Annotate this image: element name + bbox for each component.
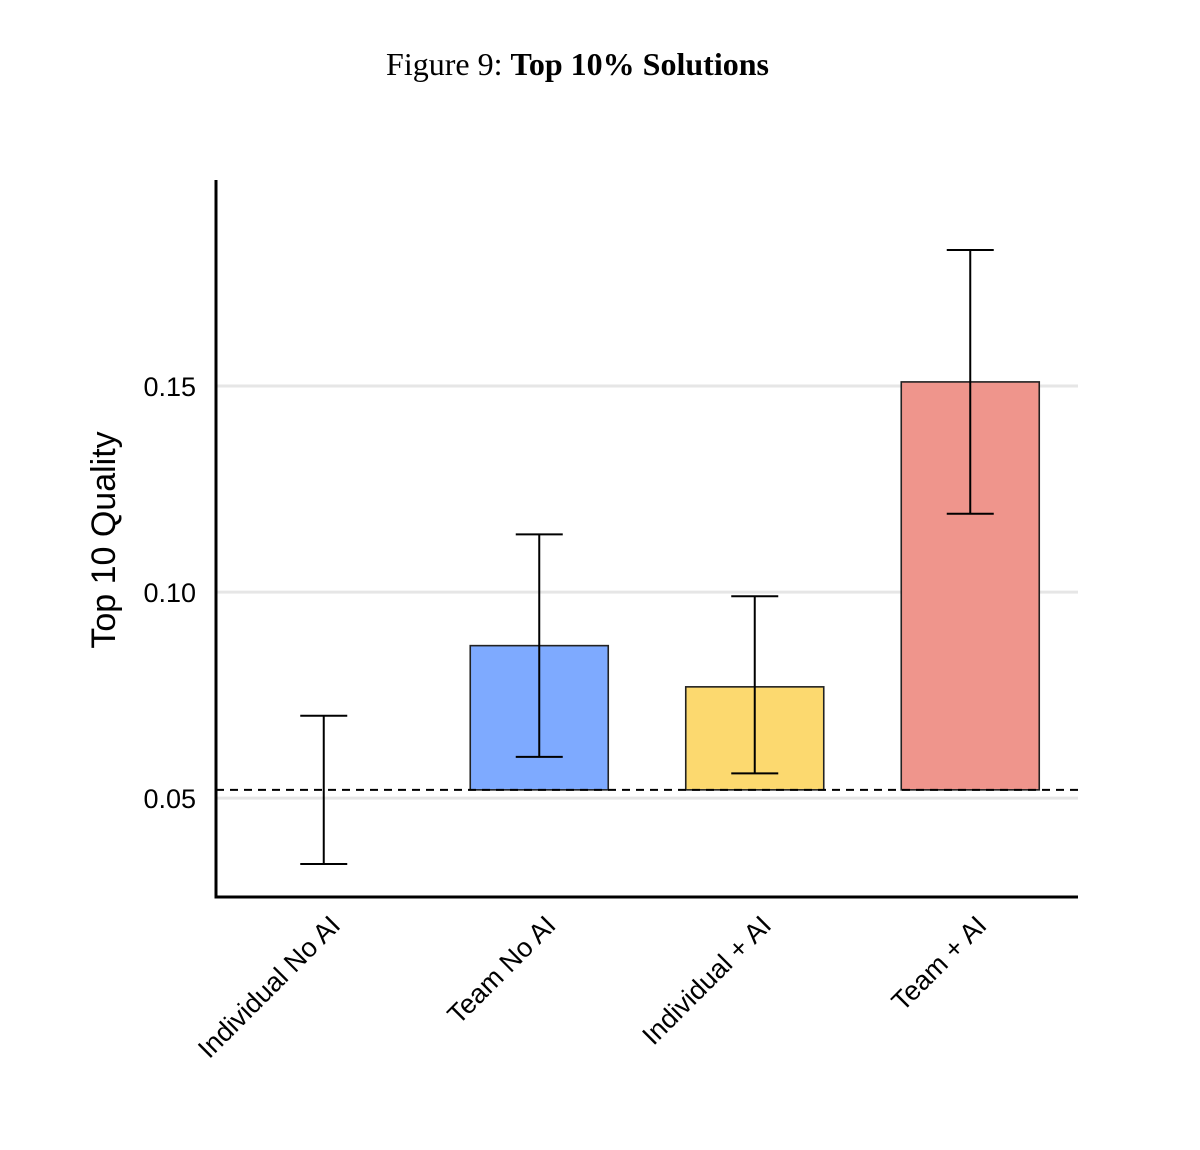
- figure-number: Figure 9:: [386, 46, 503, 82]
- y-tick-label: 0.05: [143, 784, 196, 814]
- error-bars: [300, 249, 994, 866]
- x-category-label: Team No AI: [442, 910, 562, 1030]
- axes: [214, 180, 1078, 899]
- x-category-label: Individual + AI: [636, 910, 777, 1051]
- figure-caption: Figure 9: Top 10% Solutions: [0, 46, 1155, 83]
- x-category-label: Individual No AI: [192, 910, 346, 1064]
- figure-title: Top 10% Solutions: [510, 46, 769, 82]
- y-axis-title: Top 10 Quality: [85, 431, 123, 648]
- y-tick-label: 0.10: [143, 578, 196, 608]
- y-tick-label: 0.15: [143, 372, 196, 402]
- x-category-label: Team + AI: [886, 910, 993, 1017]
